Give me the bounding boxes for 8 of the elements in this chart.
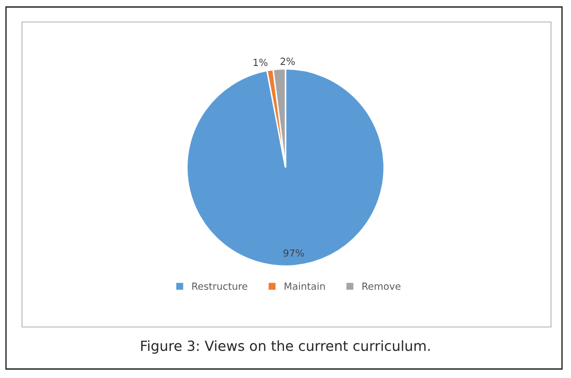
legend-label: Restructure: [192, 282, 248, 290]
data-label: 97%: [283, 249, 304, 257]
pie-slice: [186, 68, 385, 267]
data-label: 1%: [254, 58, 268, 66]
data-label: 2%: [280, 58, 295, 65]
legend-label: Remove: [362, 282, 400, 290]
legend-label: Maintain: [284, 282, 325, 290]
caption: Figure 3: Views on the current curriculum.: [141, 340, 430, 354]
